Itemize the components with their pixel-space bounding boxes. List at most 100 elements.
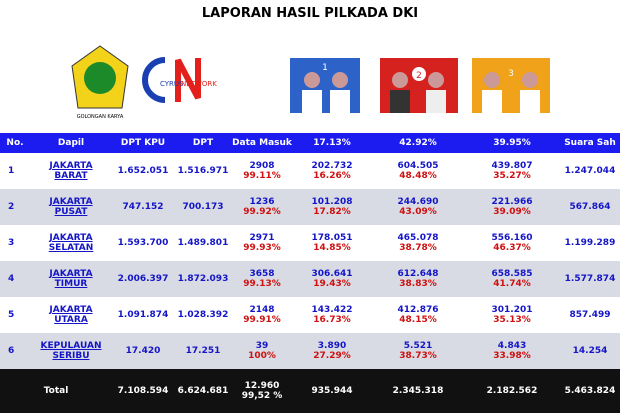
total-value: 2.345.318: [372, 369, 464, 413]
dpt-kpu: 747.152: [112, 189, 174, 225]
dpt: 1.516.971: [177, 166, 229, 176]
vote-count: 2908: [249, 161, 275, 171]
vote-percent: 39.09%: [493, 207, 531, 217]
vote-percent: 16.73%: [313, 315, 351, 325]
vote-count: 412.876: [397, 305, 439, 315]
vote-percent: 46.37%: [493, 243, 531, 253]
vote-count: 3.890: [317, 341, 347, 351]
candidate-photo: 3: [472, 58, 550, 113]
vote-percent: 19.43%: [313, 279, 351, 289]
vote-cell: 39 100%: [232, 333, 292, 369]
vote-cell: 143.422 16.73%: [292, 297, 372, 333]
column-header: DPT: [174, 133, 232, 153]
vote-count: 306.641: [311, 269, 353, 279]
vote-cell: 612.648 38.83%: [372, 261, 464, 297]
dapil-link[interactable]: JAKARTA TIMUR: [49, 269, 93, 289]
vote-cell: 412.876 48.15%: [372, 297, 464, 333]
vote-cell: 5.521 38.73%: [372, 333, 464, 369]
table-row: 2 JAKARTA PUSAT 747.152 700.173 1236 99.92% 10…: [0, 189, 620, 225]
vote-percent: 99.93%: [243, 243, 281, 253]
suara-sah: 1.577.874: [560, 261, 620, 297]
vote-count: 604.505: [397, 161, 439, 171]
vote-cell: 101.208 17.82%: [292, 189, 372, 225]
dpt-kpu: 1.593.700: [117, 238, 169, 248]
logos: GOLONGAN KARYA CYRUS NETWORK 1 2 3: [71, 45, 550, 120]
dpt: 700.173: [174, 189, 232, 225]
vote-cell: 556.160 46.37%: [464, 225, 560, 261]
vote-cell: 221.966 39.09%: [464, 189, 560, 225]
vote-percent: 35.27%: [493, 171, 531, 181]
column-header: 42.92%: [372, 133, 464, 153]
vote-cell: 3658 99.13%: [232, 261, 292, 297]
vote-cell: 4.843 33.98%: [464, 333, 560, 369]
vote-cell: 2971 99.93%: [232, 225, 292, 261]
vote-percent: 14.85%: [313, 243, 351, 253]
total-percent: 99,52 %: [241, 391, 283, 401]
vote-cell: 658.585 41.74%: [464, 261, 560, 297]
vote-percent: 100%: [248, 351, 276, 361]
dpt: 17.251: [174, 333, 232, 369]
candidate-photo: 1: [290, 58, 360, 113]
dapil-link[interactable]: JAKARTA UTARA: [49, 305, 93, 325]
candidate-photo: 2: [380, 58, 458, 113]
vote-cell: 2908 99.11%: [232, 153, 292, 189]
vote-percent: 38.83%: [399, 279, 437, 289]
vote-count: 244.690: [397, 197, 439, 207]
vote-count: 612.648: [397, 269, 439, 279]
dpt-kpu: 2.006.397: [112, 261, 174, 297]
column-header: Dapil: [30, 133, 112, 153]
photo-number: 2: [416, 71, 422, 81]
total-dpt-kpu: 7.108.594: [112, 369, 174, 413]
suara-sah: 567.864: [560, 189, 620, 225]
photo-number: 3: [508, 69, 514, 79]
column-header: 39.95%: [464, 133, 560, 153]
suara-sah: 14.254: [560, 333, 620, 369]
dpt-kpu: 17.420: [112, 333, 174, 369]
table-row: 4 JAKARTA TIMUR 2.006.397 1.872.093 3658 99.1…: [0, 261, 620, 297]
dapil-link[interactable]: KEPULAUAN SERIBU: [40, 341, 102, 361]
vote-cell: 3.890 27.29%: [292, 333, 372, 369]
dapil-cell: JAKARTA SELATAN: [30, 225, 112, 261]
dapil-cell: JAKARTA BARAT: [30, 153, 112, 189]
table-row: 5 JAKARTA UTARA 1.091.874 1.028.392 2148 99.9…: [0, 297, 620, 333]
vote-percent: 41.74%: [493, 279, 531, 289]
dapil-link[interactable]: JAKARTA SELATAN: [48, 233, 94, 253]
cyrus-text: NETWORK: [181, 80, 217, 88]
row-number: 1: [8, 166, 15, 176]
vote-count: 439.807: [491, 161, 533, 171]
golkar-text: GOLONGAN KARYA: [77, 114, 124, 120]
total-value: 5.463.824: [560, 369, 620, 413]
dpt: 1.872.093: [174, 261, 232, 297]
suara-sah: 1.247.044: [564, 166, 616, 176]
row-number: 2: [0, 189, 30, 225]
vote-cell: 306.641 19.43%: [292, 261, 372, 297]
vote-count: 2971: [249, 233, 275, 243]
suara-sah: 857.499: [569, 310, 611, 320]
dpt: 1.489.801: [177, 238, 229, 248]
vote-percent: 99.91%: [243, 315, 281, 325]
dapil-cell: JAKARTA UTARA: [30, 297, 112, 333]
total-data-masuk: 12.960 99,52 %: [232, 369, 292, 413]
dapil-cell: JAKARTA TIMUR: [30, 261, 112, 297]
vote-count: 101.208: [311, 197, 353, 207]
total-value: 935.944: [292, 369, 372, 413]
photo-number: 1: [322, 63, 328, 73]
dapil-link[interactable]: JAKARTA PUSAT: [49, 197, 93, 217]
column-header: DPT KPU: [112, 133, 174, 153]
dpt-kpu: 1.652.051: [117, 166, 169, 176]
vote-percent: 99.92%: [243, 207, 281, 217]
total-label: Total: [0, 369, 112, 413]
vote-percent: 27.29%: [313, 351, 351, 361]
row-number: 6: [0, 333, 30, 369]
vote-percent: 35.13%: [493, 315, 531, 325]
vote-percent: 16.26%: [313, 171, 351, 181]
dapil-link[interactable]: JAKARTA BARAT: [49, 161, 93, 181]
vote-count: 556.160: [491, 233, 533, 243]
vote-cell: 178.051 14.85%: [292, 225, 372, 261]
vote-cell: 439.807 35.27%: [464, 153, 560, 189]
vote-count: 202.732: [311, 161, 353, 171]
dpt-kpu: 1.091.874: [117, 310, 169, 320]
column-header: Data Masuk: [232, 133, 292, 153]
vote-count: 658.585: [491, 269, 533, 279]
